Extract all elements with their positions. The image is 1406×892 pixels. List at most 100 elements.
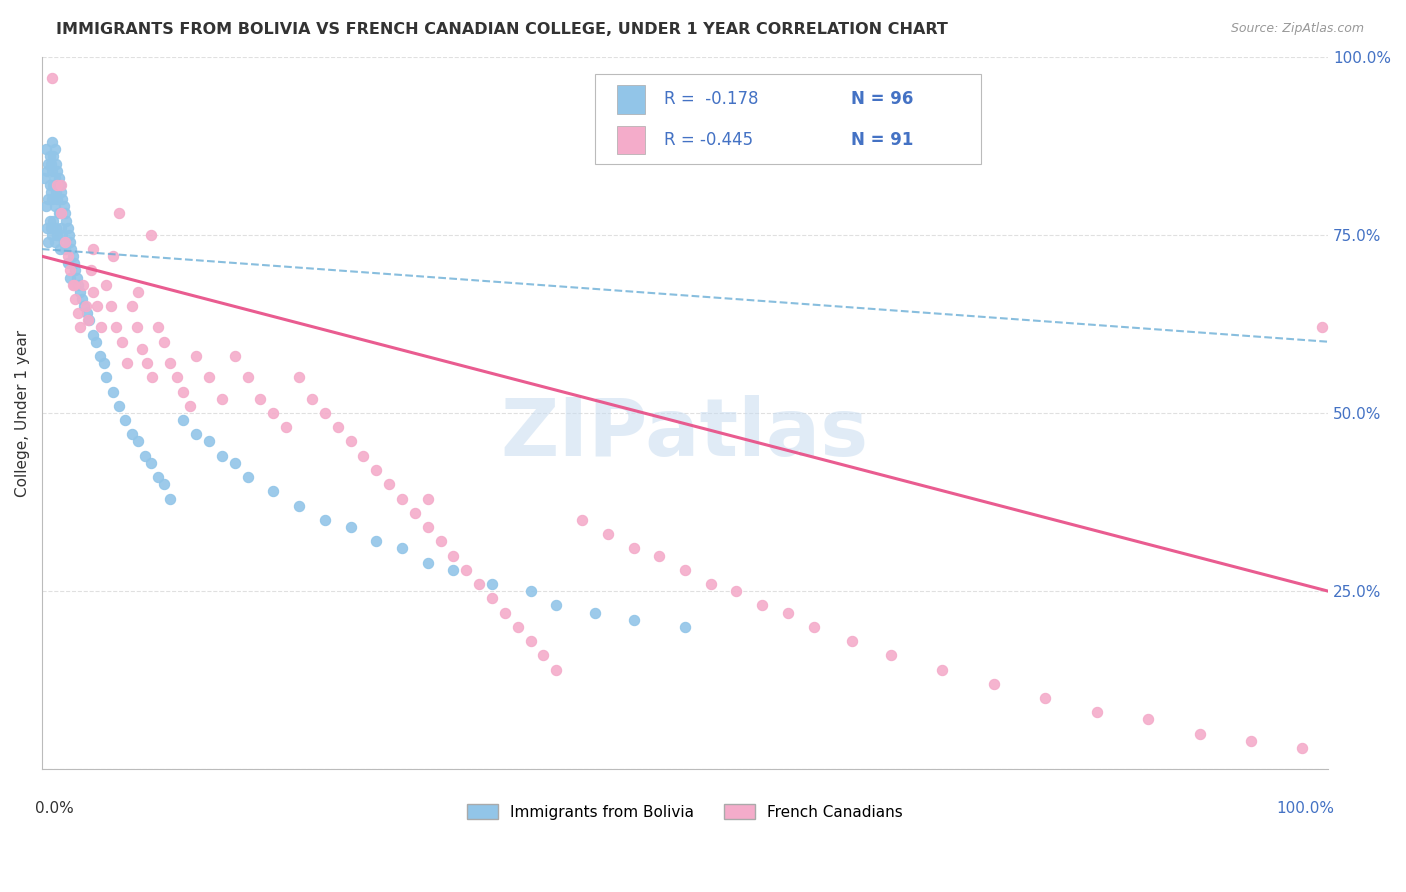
Point xyxy=(391,541,413,556)
Point xyxy=(52,235,75,249)
Point xyxy=(59,263,82,277)
Point xyxy=(45,156,67,170)
Point xyxy=(519,634,541,648)
Point xyxy=(65,270,87,285)
Point xyxy=(72,277,94,292)
Point xyxy=(108,399,131,413)
Point xyxy=(82,285,104,299)
Point xyxy=(121,427,143,442)
Point xyxy=(44,199,66,213)
Point xyxy=(326,420,349,434)
Point xyxy=(66,277,89,292)
Point xyxy=(59,270,82,285)
Point xyxy=(366,534,388,549)
Point xyxy=(211,449,233,463)
Point xyxy=(339,520,361,534)
Point xyxy=(172,413,194,427)
Point xyxy=(44,142,66,156)
Point xyxy=(186,349,208,363)
Point xyxy=(35,220,58,235)
Point xyxy=(114,413,136,427)
Point xyxy=(46,227,69,242)
Point xyxy=(481,577,503,591)
Point xyxy=(141,370,163,384)
Point xyxy=(76,306,98,320)
Point xyxy=(79,313,101,327)
Point xyxy=(236,370,259,384)
Point xyxy=(224,456,246,470)
Point xyxy=(1137,713,1160,727)
Point xyxy=(49,178,72,192)
Point xyxy=(34,142,56,156)
Point xyxy=(1310,320,1333,334)
FancyBboxPatch shape xyxy=(617,126,645,154)
Point xyxy=(48,206,70,220)
Point xyxy=(404,506,426,520)
Point xyxy=(262,484,284,499)
Point xyxy=(441,563,464,577)
Point xyxy=(301,392,323,406)
Point xyxy=(153,334,176,349)
Point xyxy=(56,256,79,270)
Point xyxy=(53,235,76,249)
Point xyxy=(1240,733,1263,747)
Point xyxy=(880,648,903,663)
Point xyxy=(131,342,153,356)
FancyBboxPatch shape xyxy=(617,85,645,113)
Point xyxy=(38,213,60,227)
Point xyxy=(249,392,271,406)
Point xyxy=(45,185,67,199)
Point xyxy=(56,249,79,263)
Y-axis label: College, Under 1 year: College, Under 1 year xyxy=(15,329,30,497)
Point xyxy=(44,235,66,249)
Point xyxy=(62,249,84,263)
Point xyxy=(58,227,80,242)
Point xyxy=(41,163,63,178)
Point xyxy=(416,556,439,570)
Point xyxy=(49,185,72,199)
Point xyxy=(1085,706,1108,720)
Point xyxy=(583,606,606,620)
Point xyxy=(159,491,181,506)
Point xyxy=(494,606,516,620)
Point xyxy=(211,392,233,406)
Point xyxy=(648,549,671,563)
Point xyxy=(456,563,478,577)
Point xyxy=(146,470,169,484)
Point xyxy=(596,527,619,541)
Point xyxy=(82,327,104,342)
Text: 0.0%: 0.0% xyxy=(35,801,75,816)
Point xyxy=(49,178,72,192)
Point xyxy=(803,620,825,634)
Point xyxy=(51,227,73,242)
Point xyxy=(186,427,208,442)
Point xyxy=(429,534,451,549)
Point xyxy=(931,663,953,677)
Point xyxy=(546,663,568,677)
Point xyxy=(63,256,86,270)
Point xyxy=(94,277,117,292)
Point xyxy=(110,334,132,349)
Text: Source: ZipAtlas.com: Source: ZipAtlas.com xyxy=(1230,22,1364,36)
Point xyxy=(52,199,75,213)
Point xyxy=(39,156,62,170)
Point xyxy=(41,135,63,149)
Point xyxy=(224,349,246,363)
Point xyxy=(127,285,149,299)
Point xyxy=(468,577,491,591)
Point xyxy=(533,648,555,663)
Point xyxy=(86,299,108,313)
Point xyxy=(136,356,159,370)
Point xyxy=(198,370,221,384)
Point xyxy=(416,491,439,506)
Point xyxy=(751,599,773,613)
Point xyxy=(49,242,72,256)
Point xyxy=(101,384,124,399)
Point xyxy=(49,220,72,235)
Text: ZIPatlas: ZIPatlas xyxy=(501,395,869,474)
Point xyxy=(416,520,439,534)
Text: 100.0%: 100.0% xyxy=(1277,801,1334,816)
Point xyxy=(623,541,645,556)
Point xyxy=(172,384,194,399)
Point xyxy=(41,227,63,242)
